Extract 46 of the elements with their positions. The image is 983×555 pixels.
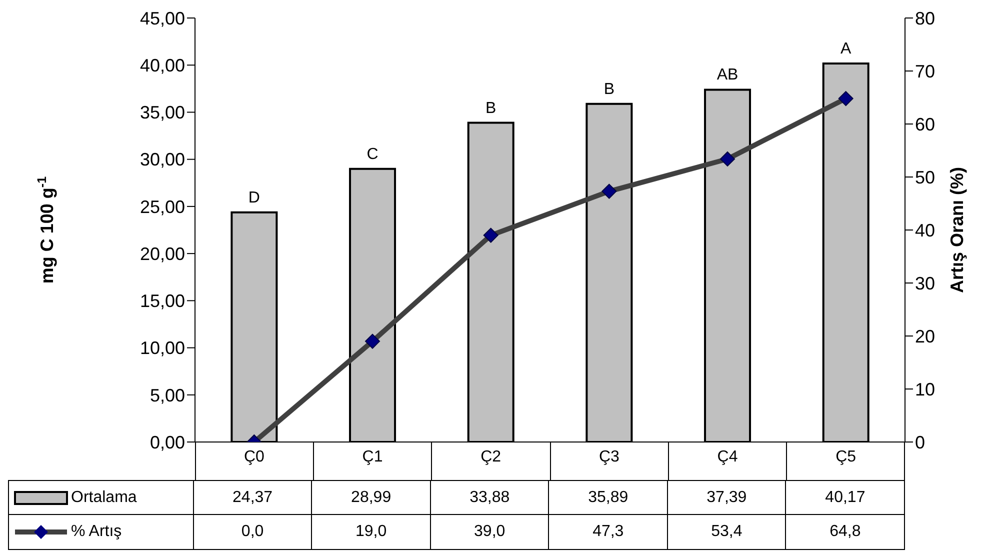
y2-tick-label: 20 bbox=[915, 326, 936, 346]
data-label: 33,88 bbox=[430, 481, 548, 514]
y2-tick-label: 80 bbox=[915, 8, 936, 28]
data-label: 40,17 bbox=[785, 481, 904, 514]
y2-tick-label: 10 bbox=[915, 379, 936, 400]
x-tick-label: Ç2 bbox=[480, 448, 502, 466]
data-label: 37,39 bbox=[666, 481, 786, 514]
x-tick-label: Ç3 bbox=[598, 448, 620, 466]
y2-tick-label: 70 bbox=[915, 61, 936, 82]
data-label: 64,8 bbox=[785, 515, 904, 549]
data-label: 39,0 bbox=[430, 515, 548, 549]
data-label: 53,4 bbox=[666, 515, 786, 549]
data-label: 47,3 bbox=[548, 515, 667, 549]
y-tick-label: 40,00 bbox=[140, 56, 185, 76]
y2-axis-title: Artış Oranı (%) bbox=[947, 166, 967, 294]
data-label: 35,89 bbox=[548, 481, 667, 514]
x-tick-label: Ç0 bbox=[244, 448, 264, 466]
x-tick-label: Ç1 bbox=[362, 448, 383, 466]
y2-tick-label: 0 bbox=[915, 432, 926, 452]
data-label: 28,99 bbox=[311, 481, 430, 514]
y-tick-label: 25,00 bbox=[140, 196, 185, 217]
legend-label: % Artış bbox=[71, 523, 122, 541]
annotation: C bbox=[366, 146, 378, 163]
y2-tick-label: 60 bbox=[915, 114, 936, 134]
y-tick-label: 20,00 bbox=[140, 244, 185, 264]
data-label: 19,0 bbox=[311, 515, 430, 549]
annotation: A bbox=[840, 40, 852, 58]
y-tick-label: 15,00 bbox=[140, 291, 185, 312]
x-tick-label: Ç5 bbox=[836, 448, 856, 466]
y-tick-label: 10,00 bbox=[140, 338, 185, 358]
data-label: 24,37 bbox=[232, 488, 274, 508]
y-tick-label: 30,00 bbox=[140, 150, 185, 170]
data-label: 0,0 bbox=[240, 522, 265, 542]
y-tick-label: 5,00 bbox=[150, 385, 185, 406]
annotation: D bbox=[248, 189, 260, 206]
y-tick-label: 35,00 bbox=[140, 102, 185, 123]
y-tick-label: 0,00 bbox=[150, 432, 185, 452]
annotation: B bbox=[485, 100, 496, 117]
x-tick-label: Ç4 bbox=[717, 448, 738, 466]
y2-tick-label: 30 bbox=[915, 273, 936, 294]
y-tick-label: 45,00 bbox=[140, 8, 185, 28]
y2-tick-label: 50 bbox=[915, 167, 936, 188]
legend-label: Ortalama bbox=[71, 488, 137, 506]
annotation: AB bbox=[716, 66, 738, 84]
y2-tick-label: 40 bbox=[915, 220, 936, 240]
annotation: B bbox=[604, 80, 615, 98]
